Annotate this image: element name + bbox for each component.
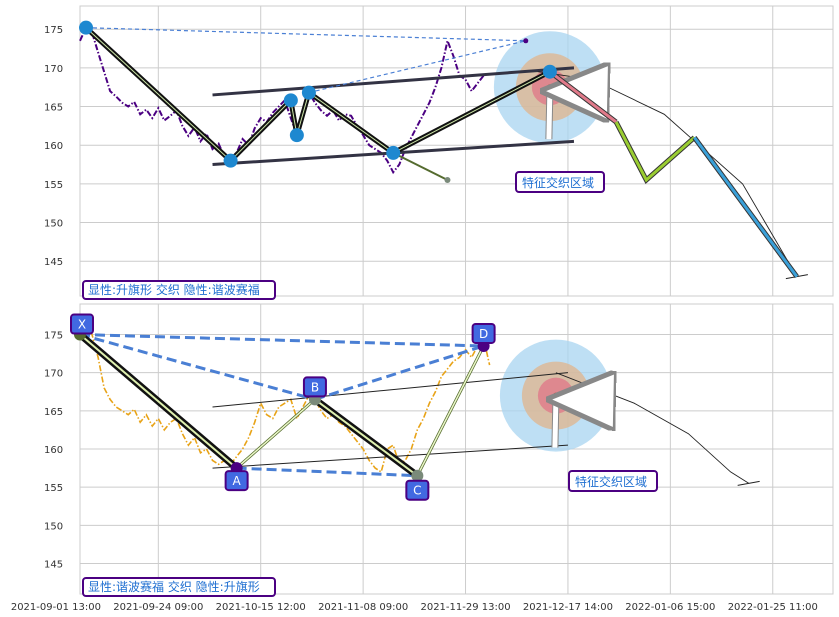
pattern-vertex-dot (386, 145, 401, 160)
top-zone-label: 特征交织区域 (522, 175, 594, 190)
y-tick-label: 175 (44, 25, 63, 36)
harmonic-dashed-line (79, 333, 316, 401)
xa-dashed-line (85, 27, 526, 42)
point-label-box (471, 322, 496, 344)
y-tick-label: 170 (44, 369, 63, 380)
bottom-zone-label: 特征交织区域 (575, 474, 647, 489)
projection-green (614, 121, 696, 183)
price-series-line (79, 26, 485, 175)
flag-upper-line (212, 66, 575, 97)
top-zone-label-box: 特征交织区域 (515, 171, 605, 193)
point-label-box (224, 470, 249, 492)
y-tick-label: 165 (44, 407, 63, 418)
peak-dashed-line (308, 40, 526, 94)
zone-arrow (555, 400, 556, 448)
pattern-vertex-dot (283, 93, 298, 108)
y-tick-label: 165 (44, 103, 63, 114)
pattern-vertex-dot (79, 20, 94, 35)
point-label-b: B (311, 380, 319, 394)
x-tick-label: 2022-01-25 11:00 (728, 602, 818, 613)
price-series-line (79, 321, 491, 474)
x-tick-label: 2022-01-06 15:00 (625, 602, 715, 613)
x-tick-label: 2021-10-15 12:00 (216, 602, 306, 613)
flag-upper-line (212, 372, 568, 408)
top-caption: 显性:升旗形 交织 隐性:谐波赛福 (88, 282, 260, 297)
pattern-vertex-dot (542, 64, 557, 79)
x-tick-label: 2021-09-24 09:00 (113, 602, 203, 613)
pattern-vertex-dot (289, 128, 304, 143)
bottom-caption: 显性:谐波赛福 交织 隐性:升旗形 (88, 579, 260, 594)
pattern-vertex-dot (223, 153, 238, 168)
point-label-x: X (78, 318, 86, 332)
peak-marker (523, 38, 529, 44)
y-tick-label: 155 (44, 483, 63, 494)
harmonic-leg (314, 398, 418, 477)
y-tick-label: 145 (44, 257, 63, 268)
pattern-vertex-dot (301, 85, 316, 100)
x-tick-label: 2021-11-08 09:00 (318, 602, 408, 613)
y-tick-label: 175 (44, 331, 63, 342)
harmonic-leg (79, 333, 238, 469)
harmonic-dashed-line (236, 466, 418, 478)
grid-layer: 145 150 155 160 165 170 175 145 150 155 160 165 170 1… (11, 6, 833, 613)
y-tick-label: 160 (44, 141, 63, 152)
top-caption-box: 显性:升旗形 交织 隐性:谐波赛福 (82, 280, 276, 300)
point-label-d: D (479, 327, 488, 341)
side-line (392, 152, 448, 181)
y-tick-label: 145 (44, 559, 63, 570)
y-tick-label: 150 (44, 521, 63, 532)
point-label-box (302, 376, 327, 398)
point-label-box (70, 313, 94, 335)
y-tick-label: 150 (44, 219, 63, 230)
x-tick-label: 2021-11-29 13:00 (420, 602, 510, 613)
arc-end-cap (737, 480, 760, 486)
y-tick-label: 170 (44, 64, 63, 75)
zone-center-dot (546, 84, 553, 91)
bottom-caption-box: 显性:谐波赛福 交织 隐性:升旗形 (82, 577, 276, 597)
data-layer (77, 25, 808, 486)
harmonic-leg (236, 398, 316, 469)
point-label-box (405, 479, 430, 501)
y-tick-label: 160 (44, 445, 63, 456)
point-label-a: A (233, 474, 242, 488)
point-label-c: C (413, 484, 421, 498)
y-tick-label: 155 (44, 180, 63, 191)
pattern-path (84, 25, 552, 164)
zone-center-dot (552, 392, 559, 399)
top-plot-frame (79, 5, 834, 297)
x-tick-label: 2021-12-17 14:00 (523, 602, 613, 613)
x-tick-label: 2021-09-01 13:00 (11, 602, 101, 613)
harmonic-dashed-line (79, 333, 484, 348)
projection-blue (693, 136, 799, 278)
projection-pink (548, 70, 618, 124)
harmonic-vertex-dot (411, 469, 424, 482)
overlay-layer: X A B C D (70, 20, 557, 501)
bottom-zone-label-box: 特征交织区域 (568, 470, 658, 492)
side-line-end-dot (444, 177, 451, 183)
harmonic-leg (416, 345, 485, 477)
zone-arrow (549, 91, 550, 140)
